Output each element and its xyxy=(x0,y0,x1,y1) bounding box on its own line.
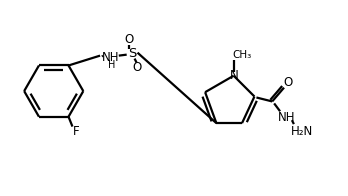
Text: CH₃: CH₃ xyxy=(232,50,251,60)
Text: H₂N: H₂N xyxy=(291,124,313,138)
Text: F: F xyxy=(73,125,80,138)
Text: N: N xyxy=(230,69,239,82)
Text: H: H xyxy=(108,60,116,70)
Text: S: S xyxy=(128,47,137,60)
Text: O: O xyxy=(124,33,133,46)
Text: O: O xyxy=(283,76,293,89)
Text: NH: NH xyxy=(102,51,120,64)
Text: O: O xyxy=(132,61,141,74)
Text: NH: NH xyxy=(278,111,296,124)
